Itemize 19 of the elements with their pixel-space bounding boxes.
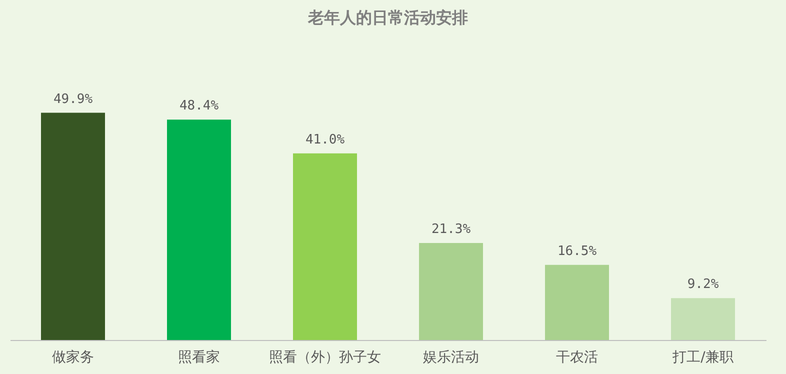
x-tick-label: 做家务 — [52, 350, 94, 366]
chart-title: 老年人的日常活动安排 — [307, 8, 468, 27]
x-tick-label: 照看家 — [178, 350, 220, 366]
data-label: 9.2% — [687, 277, 719, 292]
data-label: 16.5% — [557, 244, 597, 259]
data-label: 41.0% — [305, 132, 345, 148]
x-tick-label: 打工/兼职 — [672, 350, 734, 366]
bar — [671, 298, 735, 340]
bar — [419, 243, 483, 340]
data-label: 49.9% — [53, 92, 93, 107]
data-label: 48.4% — [179, 98, 219, 114]
x-tick-label: 照看（外）孙子女 — [269, 350, 381, 366]
bar — [545, 264, 609, 340]
bar — [167, 120, 231, 340]
x-tick-label: 干农活 — [556, 350, 598, 366]
x-tick-label: 娱乐活动 — [423, 350, 479, 366]
bar — [41, 112, 105, 340]
bar — [293, 153, 357, 340]
data-label: 21.3% — [431, 222, 471, 238]
